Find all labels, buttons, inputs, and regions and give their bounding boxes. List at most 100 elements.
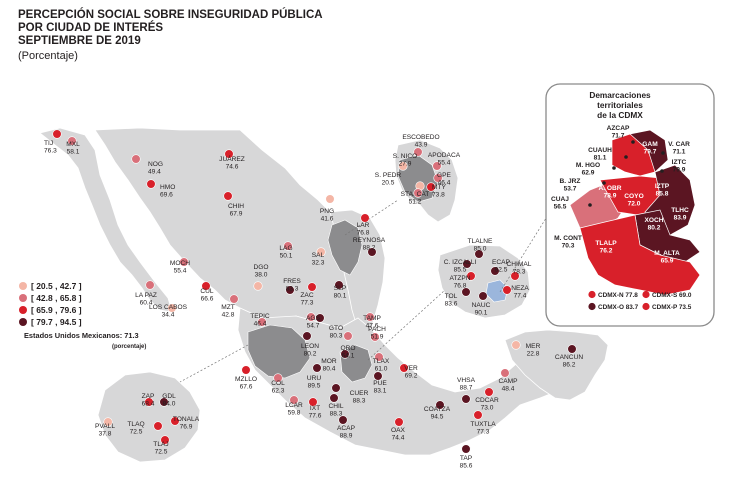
marker-tonala [170, 416, 180, 426]
city-name-los-cabos: LOS CABOS [149, 304, 188, 311]
cdmx-label-b-jrz: B. JRZ 53.7 [560, 178, 581, 193]
city-markers [52, 129, 577, 454]
city-name-tlax: TLAX [373, 358, 390, 365]
city-name-slp: SLP [334, 285, 347, 292]
city-name-ixt: IXT [310, 405, 320, 412]
cdmx-value-azcap: 71.7 [612, 133, 625, 140]
city-value-pach: 51.9 [371, 334, 384, 341]
city-label-la-paz: LA PAZ 60.4 [135, 292, 157, 307]
city-label-pue: PUE 83.1 [373, 380, 387, 395]
cdmx-name-iztp: IZTP [655, 183, 670, 190]
city-value-nog: 49.4 [148, 169, 161, 176]
city-value-oax: 74.4 [392, 435, 405, 442]
city-value-tamp: 47.6 [366, 323, 379, 330]
city-value-los-cabos: 34.4 [162, 312, 175, 319]
city-label-pach: PACH 51.9 [368, 326, 386, 341]
city-name-c-izcalli: C. IZCALLI [444, 259, 477, 266]
city-label-neza: NEZA 77.4 [511, 285, 529, 300]
city-value-cancun: 86.2 [563, 362, 576, 369]
cdmx-value-cuauh: 81.1 [594, 155, 607, 162]
city-name-tlaq: TLAQ [127, 421, 144, 428]
marker-dgo [253, 281, 263, 291]
city-value-vhsa: 88.7 [460, 385, 473, 392]
legend-swatch-3 [19, 306, 27, 314]
city-name-ver: VER [404, 365, 418, 372]
marker-tlaj [160, 435, 170, 445]
city-label-chil: CHIL 88.3 [328, 403, 343, 418]
city-label-cul: CUL 66.6 [200, 288, 214, 303]
cdmx-value-a-obr: 78.9 [604, 193, 617, 200]
legend-swatch-4 [19, 318, 27, 326]
city-label-chimal: CHIMAL 78.3 [507, 261, 532, 276]
city-label-vhsa: VHSA 88.7 [457, 377, 476, 392]
city-value-c-izcalli: 85.5 [454, 267, 467, 274]
marker-ags [306, 312, 316, 322]
city-label-tol: TOL 83.6 [445, 293, 458, 308]
city-name-apodaca: APODACA [428, 152, 461, 159]
city-label-apodaca: APODACA 55.4 [428, 152, 461, 167]
city-value-cul: 66.6 [201, 296, 214, 303]
city-label-gdl: GDL 84.0 [162, 393, 176, 408]
city-name-sal: SAL [312, 252, 325, 259]
city-label-s-nico: S. NICO 27.9 [393, 153, 418, 168]
marker-camp [500, 368, 510, 378]
edomex-inset-shape [437, 244, 531, 319]
cdmx-dot-b-jrz [602, 181, 606, 185]
cdmx-name-cuaj: CUAJ [551, 196, 569, 203]
city-name-tlaj: TLAJ [153, 441, 168, 448]
city-label-camp: CAMP 48.4 [498, 378, 518, 393]
city-name-tepic: TEPIC [250, 313, 270, 320]
city-value-mxl: 58.1 [67, 149, 80, 156]
city-label-mty: MTY 73.8 [432, 184, 447, 199]
city-name-lar: LAR [357, 222, 370, 229]
cdmx-south-shape [579, 214, 701, 296]
city-name-uru: URU [307, 375, 322, 382]
city-value-uru: 89.5 [308, 383, 321, 390]
city-label-tlaj: TLAJ 72.5 [153, 441, 168, 456]
marker-fres [285, 285, 295, 295]
legend-label-4: [ 79.7 , 94.5 ] [31, 317, 82, 327]
cdmx-title-line-1: Demarcaciones territoriales [589, 90, 651, 110]
city-name-tap: TAP [460, 455, 473, 462]
city-label-sal: SAL 32.3 [312, 252, 325, 267]
marker-tij [52, 129, 62, 139]
city-value-acap: 88.9 [340, 433, 353, 440]
national-number: 71.3 [124, 331, 139, 340]
city-label-chih: CHIH 67.9 [228, 203, 244, 218]
marker-gto [315, 313, 325, 323]
map-title: PERCEPCIÓN SOCIAL SOBRE INSEGURIDAD PÚBL… [18, 9, 323, 48]
city-label-mer: MER 22.8 [526, 343, 541, 358]
city-label-mzllo: MZLLO 67.6 [235, 376, 257, 391]
cdmx-region-swatch-cdmx-p [642, 302, 650, 311]
city-name-coatza: COATZA [424, 406, 451, 413]
city-label-tap: TAP 85.6 [460, 455, 473, 470]
city-name-tuxtla: TUXTLA [470, 421, 496, 428]
cdmx-dot-cuaj [588, 203, 592, 207]
cdmx-name-azcap: AZCAP [607, 125, 630, 132]
marker-pach [370, 332, 380, 342]
cdmx-title-line-2: de la CDMX [597, 110, 643, 120]
city-label-juárez: JUÁREZ 74.6 [219, 154, 245, 171]
cdmx-name-m-hgo: M. HGO [576, 162, 600, 169]
city-label-s-pedr: S. PEDR 20.5 [375, 172, 402, 187]
city-value-ver: 69.2 [405, 373, 418, 380]
city-value-leon: 80.2 [304, 351, 317, 358]
marker-c-izcalli [462, 259, 472, 269]
marker-zac [307, 282, 317, 292]
city-value-tap: 85.6 [460, 463, 473, 470]
city-value-sta-cat: 51.2 [409, 199, 422, 206]
legend-label-1: [ 20.5 , 42.7 ] [31, 281, 82, 291]
city-value-zac: 77.3 [301, 300, 314, 307]
city-name-vhsa: VHSA [457, 377, 476, 384]
city-label-cuer: CUER 88.3 [350, 390, 369, 405]
city-name-pach: PACH [368, 326, 386, 333]
city-label-hmo: HMO 69.6 [160, 184, 175, 199]
cdmx-name-tlhc: TLHC [671, 207, 689, 214]
city-name-col: COL [271, 380, 285, 387]
cdmx-value-m-hgo: 62.9 [582, 170, 595, 177]
city-label-tamp: TAMP 47.6 [363, 315, 381, 330]
cdmx-value-v-car: 71.1 [673, 149, 686, 156]
city-name-mor: MOR [321, 358, 337, 365]
city-name-pue: PUE [373, 380, 387, 387]
cdmx-label-m-hgo: M. HGO 62.9 [576, 162, 600, 177]
